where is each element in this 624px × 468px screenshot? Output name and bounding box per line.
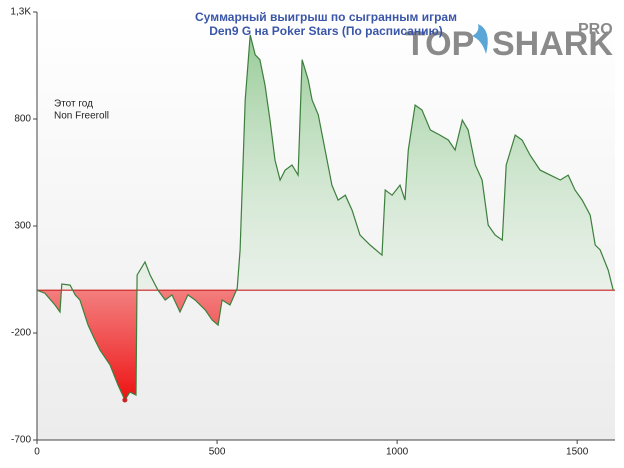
y-tick-label: 300 bbox=[14, 221, 31, 232]
annotation: Non Freeroll bbox=[54, 111, 109, 122]
chart-subtitle: Den9 G на Poker Stars (По расписанию) bbox=[209, 24, 443, 38]
x-tick-label: 0 bbox=[34, 447, 40, 458]
logo-text: TOP bbox=[405, 25, 474, 63]
area-negative bbox=[37, 290, 237, 400]
y-tick-label: -700 bbox=[11, 435, 31, 446]
min-marker bbox=[122, 397, 128, 403]
x-tick-label: 1000 bbox=[386, 447, 409, 458]
chart-title: Суммарный выигрыш по сыгранным играм bbox=[195, 10, 457, 24]
y-tick-label: -200 bbox=[11, 328, 31, 339]
annotation: Этот год bbox=[54, 99, 93, 110]
x-tick-label: 1500 bbox=[566, 447, 589, 458]
area-positive bbox=[37, 34, 614, 291]
logo-text: SHARK bbox=[492, 25, 613, 63]
logo-badge: PRO bbox=[578, 21, 613, 38]
line bbox=[36, 34, 614, 402]
y-tick-label: 1,3K bbox=[10, 7, 31, 18]
logo-icon bbox=[472, 24, 488, 54]
logo: TOP SHARK PRO bbox=[405, 21, 613, 63]
x-tick-label: 500 bbox=[209, 447, 226, 458]
y-tick-label: 800 bbox=[14, 114, 31, 125]
